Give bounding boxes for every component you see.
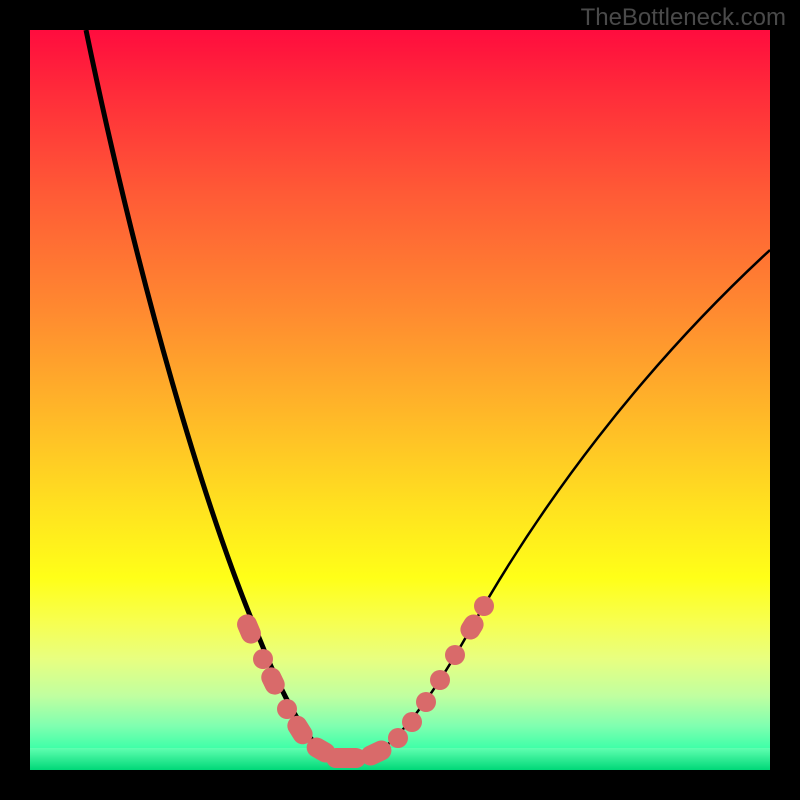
curve-marker	[253, 649, 273, 669]
curve-right-branch	[350, 250, 770, 758]
curve-marker	[416, 692, 436, 712]
curve-marker	[430, 670, 450, 690]
watermark-text: TheBottleneck.com	[581, 4, 786, 32]
curve-marker	[277, 699, 297, 719]
curve-marker	[474, 596, 494, 616]
curve-marker	[402, 712, 422, 732]
plot-area	[30, 30, 770, 770]
curve-left-branch	[86, 30, 350, 758]
curve-marker	[326, 748, 366, 768]
curve-markers	[234, 596, 494, 769]
curve-layer	[30, 30, 770, 770]
curve-marker	[388, 728, 408, 748]
curve-marker	[445, 645, 465, 665]
